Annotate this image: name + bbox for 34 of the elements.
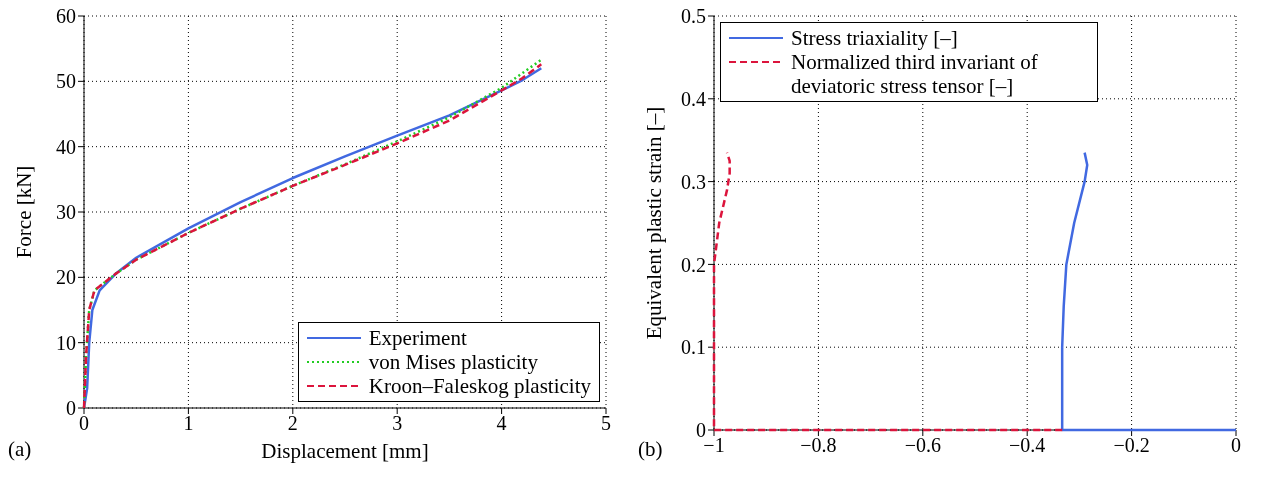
y-tick-label: 0.1 — [681, 336, 706, 359]
y-tick-label: 0.5 — [681, 5, 706, 28]
line-series — [712, 151, 1064, 432]
x-tick-label: 4 — [496, 412, 507, 435]
y-tick-label: 0.4 — [681, 87, 706, 110]
x-tick-label: 2 — [287, 412, 298, 435]
y-tick-label: 60 — [56, 5, 76, 28]
y-tick-label: 0 — [66, 397, 76, 420]
legend-label: von Mises plasticity — [368, 350, 538, 374]
y-tick-label: 20 — [56, 266, 76, 289]
x-tick-label: 1 — [183, 412, 194, 435]
legend-label: Normalized third invariant of deviatoric stress tensor [–] — [791, 50, 1039, 98]
x-tick-label: −0.2 — [1113, 434, 1150, 457]
y-axis-title: Equivalent plastic strain [–] — [642, 106, 667, 340]
text: (a) — [8, 437, 32, 462]
x-tick-label: −0.4 — [1009, 434, 1046, 457]
line-series — [1060, 151, 1238, 432]
x-tick-label: 3 — [392, 412, 403, 435]
y-tick-label: 30 — [56, 201, 76, 224]
y-tick-label: 10 — [56, 331, 76, 354]
legend-label: Experiment — [368, 326, 467, 350]
x-axis-title: Displacement [mm] — [261, 439, 429, 463]
y-axis-title: Force [kN] — [12, 165, 37, 259]
y-tick-label: 50 — [56, 70, 76, 93]
legend-label: Stress triaxiality [–] — [791, 26, 958, 50]
legend-label: Kroon–Faleskog plasticity — [368, 374, 591, 398]
x-tick-label: 5 — [601, 412, 611, 435]
y-tick-label: 0.2 — [681, 253, 706, 276]
y-tick-label: 40 — [56, 135, 76, 158]
text: (b) — [638, 437, 663, 462]
y-tick-label: 0.3 — [681, 170, 706, 193]
x-tick-label: −0.6 — [904, 434, 941, 457]
x-tick-label: −0.8 — [800, 434, 837, 457]
x-tick-label: 0 — [1231, 434, 1241, 457]
